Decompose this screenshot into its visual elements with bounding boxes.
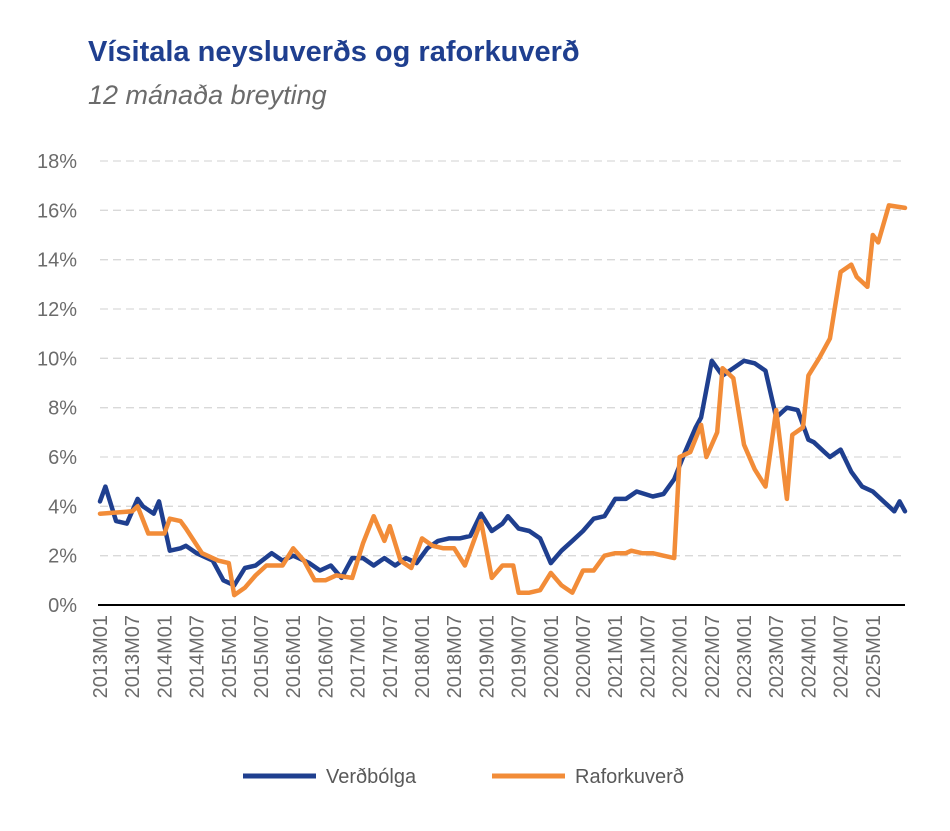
legend-label: Raforkuverð	[575, 766, 684, 788]
grid-lines	[100, 160, 905, 557]
chart-subtitle: 12 mánaða breyting	[88, 80, 327, 110]
x-tick-label: 2022M07	[702, 615, 724, 698]
x-tick-label: 2015M07	[251, 615, 273, 698]
series-line-2	[97, 203, 908, 598]
x-tick-label: 2014M01	[154, 615, 176, 698]
x-tick-label: 2021M01	[605, 615, 627, 698]
x-tick-label: 2019M01	[476, 615, 498, 698]
x-tick-label: 2021M07	[637, 615, 659, 698]
x-tick-label: 2019M07	[509, 615, 531, 698]
x-tick-label: 2018M01	[412, 615, 434, 698]
x-tick-label: 2016M01	[283, 615, 305, 698]
x-tick-label: 2013M07	[122, 615, 144, 698]
x-tick-label: 2024M07	[831, 615, 853, 698]
x-tick-label: 2023M01	[734, 615, 756, 698]
y-tick-label: 2%	[48, 546, 77, 568]
x-tick-label: 2020M01	[541, 615, 563, 698]
y-tick-label: 0%	[48, 595, 77, 617]
x-tick-label: 2018M07	[444, 615, 466, 698]
y-tick-label: 14%	[37, 250, 77, 272]
y-tick-label: 16%	[37, 200, 77, 222]
legend: Verðbólga Raforkuverð	[243, 766, 684, 788]
chart-title: Vísitala neysluverðs og raforkuverð	[88, 36, 580, 68]
x-tick-label: 2020M07	[573, 615, 595, 698]
y-tick-label: 4%	[48, 496, 77, 518]
x-tick-label: 2015M01	[219, 615, 241, 698]
y-tick-label: 8%	[48, 398, 77, 420]
y-tick-label: 10%	[37, 348, 77, 370]
legend-label: Verðbólga	[326, 766, 417, 788]
series-line-1	[97, 358, 908, 588]
x-tick-label: 2022M01	[670, 615, 692, 698]
x-tick-label: 2013M01	[90, 615, 112, 698]
y-tick-label: 18%	[37, 151, 77, 173]
x-axis-labels: 2013M01 2013M07 2014M01 2014M07 2015M01 2015M…	[90, 615, 885, 698]
x-tick-label: 2014M07	[187, 615, 209, 698]
x-tick-label: 2017M07	[380, 615, 402, 698]
y-axis-labels: 0% 2% 4% 6% 8% 10% 12% 14% 16% 18%	[37, 151, 77, 617]
x-tick-label: 2023M07	[766, 615, 788, 698]
x-tick-label: 2016M07	[315, 615, 337, 698]
series-lines	[97, 203, 908, 598]
y-tick-label: 12%	[37, 299, 77, 321]
x-tick-label: 2025M01	[863, 615, 885, 698]
y-tick-label: 6%	[48, 447, 77, 469]
x-tick-label: 2017M01	[348, 615, 370, 698]
x-tick-label: 2024M01	[798, 615, 820, 698]
